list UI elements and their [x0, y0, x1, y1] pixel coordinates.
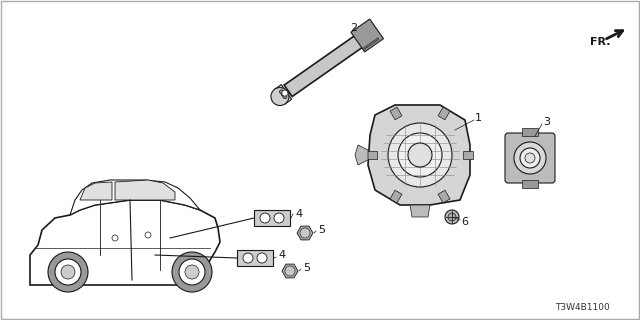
- Polygon shape: [275, 84, 292, 104]
- Circle shape: [280, 90, 284, 94]
- Circle shape: [243, 253, 253, 263]
- Circle shape: [448, 213, 456, 221]
- Circle shape: [282, 90, 288, 96]
- Circle shape: [285, 266, 295, 276]
- Circle shape: [281, 92, 285, 96]
- Polygon shape: [367, 151, 377, 159]
- Text: 6: 6: [461, 217, 468, 227]
- Circle shape: [55, 259, 81, 285]
- Circle shape: [172, 252, 212, 292]
- Polygon shape: [355, 145, 368, 165]
- FancyBboxPatch shape: [505, 133, 555, 183]
- Text: 1: 1: [475, 113, 482, 123]
- Text: 4: 4: [278, 250, 285, 260]
- Text: 5: 5: [303, 263, 310, 273]
- Polygon shape: [438, 107, 450, 120]
- Text: 3: 3: [543, 117, 550, 127]
- Text: FR.: FR.: [590, 37, 611, 47]
- Polygon shape: [282, 264, 298, 278]
- Circle shape: [271, 88, 289, 106]
- Polygon shape: [368, 105, 470, 205]
- Polygon shape: [297, 226, 313, 240]
- Polygon shape: [115, 180, 175, 200]
- Circle shape: [300, 228, 310, 238]
- Circle shape: [112, 235, 118, 241]
- Circle shape: [257, 253, 267, 263]
- Polygon shape: [284, 34, 366, 97]
- Circle shape: [48, 252, 88, 292]
- Circle shape: [398, 133, 442, 177]
- Circle shape: [388, 123, 452, 187]
- Circle shape: [408, 143, 432, 167]
- Polygon shape: [254, 210, 290, 226]
- Polygon shape: [369, 42, 372, 46]
- Polygon shape: [390, 190, 402, 203]
- Polygon shape: [362, 47, 366, 50]
- Polygon shape: [351, 19, 383, 52]
- Polygon shape: [70, 180, 200, 215]
- Circle shape: [283, 95, 287, 99]
- Bar: [522, 180, 538, 188]
- Circle shape: [145, 232, 151, 238]
- Text: T3W4B1100: T3W4B1100: [555, 303, 610, 313]
- Polygon shape: [365, 44, 369, 48]
- Circle shape: [61, 265, 75, 279]
- Polygon shape: [463, 151, 473, 159]
- Text: 2: 2: [350, 23, 357, 33]
- Polygon shape: [410, 205, 430, 217]
- Circle shape: [260, 213, 270, 223]
- Circle shape: [179, 259, 205, 285]
- Circle shape: [525, 153, 535, 163]
- Circle shape: [514, 142, 546, 174]
- Bar: [522, 128, 538, 136]
- Circle shape: [445, 210, 459, 224]
- Polygon shape: [390, 107, 402, 120]
- Circle shape: [520, 148, 540, 168]
- Polygon shape: [30, 200, 220, 285]
- Polygon shape: [438, 190, 450, 203]
- Text: 4: 4: [295, 209, 302, 219]
- Polygon shape: [237, 250, 273, 266]
- Text: 5: 5: [318, 225, 325, 235]
- Polygon shape: [376, 38, 379, 41]
- Circle shape: [185, 265, 199, 279]
- Circle shape: [274, 213, 284, 223]
- Polygon shape: [80, 182, 112, 200]
- Polygon shape: [372, 40, 376, 44]
